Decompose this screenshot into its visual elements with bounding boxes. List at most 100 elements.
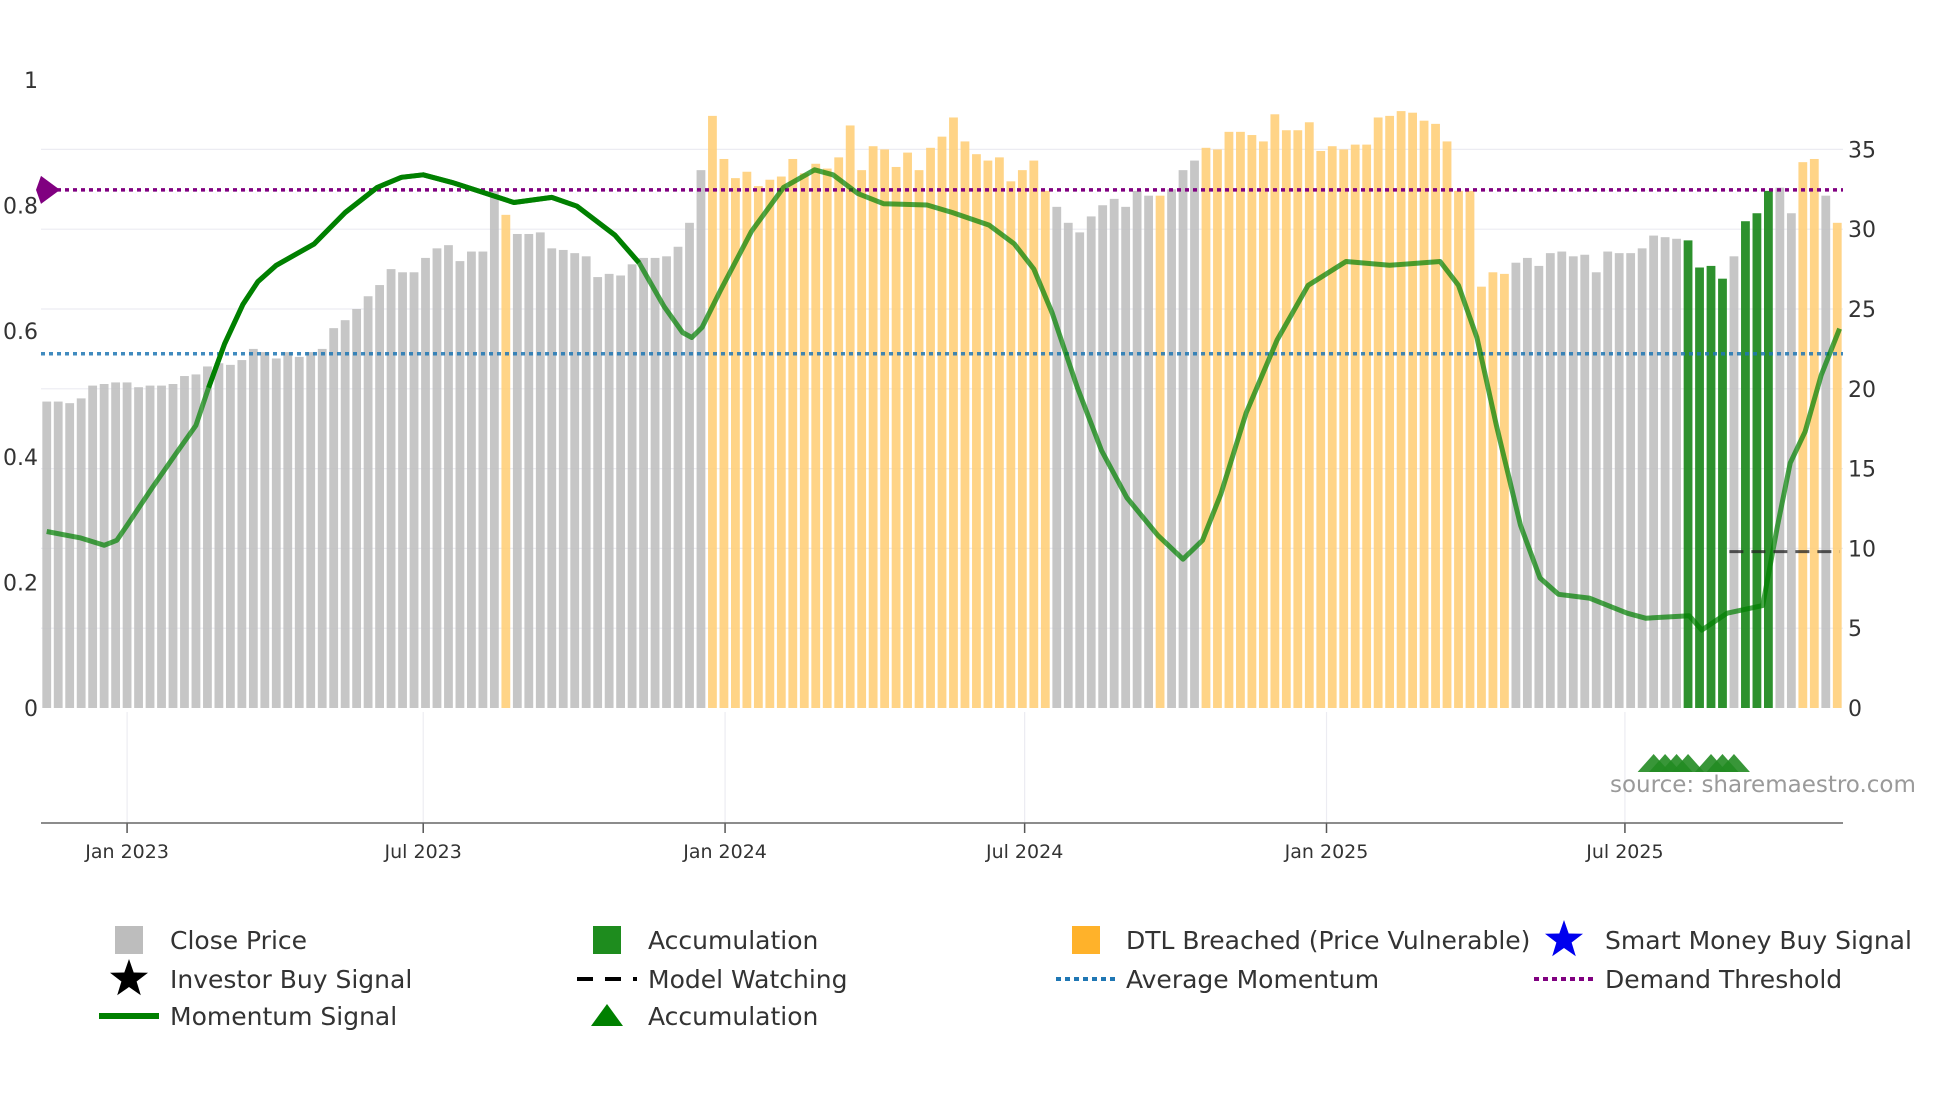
close-price-bar <box>180 376 189 708</box>
left-tick-label: 1 <box>24 69 38 94</box>
close-price-bar <box>168 384 178 708</box>
dtl-breached-bar <box>1431 123 1440 708</box>
close-price-bar <box>283 352 293 708</box>
legend-item-black-star: Investor Buy Signal <box>110 959 412 996</box>
x-tick-label: Jul 2023 <box>384 841 462 863</box>
close-price-bar <box>1178 170 1188 708</box>
accumulation-bar <box>1706 265 1716 708</box>
close-price-bar <box>535 232 545 708</box>
dtl-breached-bar <box>983 160 993 708</box>
close-price-bar <box>1121 206 1131 708</box>
x-tick-label: Jan 2023 <box>84 841 169 863</box>
right-tick-label: 5 <box>1848 617 1862 642</box>
legend-item-blue-dots: Average Momentum <box>1056 965 1379 994</box>
dtl-breached-bar <box>788 158 798 708</box>
accumulation-bar <box>1683 240 1693 708</box>
close-price-bar <box>1603 251 1613 708</box>
dtl-breached-bar <box>949 117 958 709</box>
close-price-bar <box>570 253 580 708</box>
close-price-bars <box>42 111 1842 709</box>
signal-lines <box>36 167 1843 633</box>
right-tick-label: 10 <box>1848 537 1876 562</box>
dtl-breached-bar <box>926 147 935 708</box>
dtl-breached-bar <box>822 168 832 708</box>
close-price-bar <box>1557 251 1567 708</box>
close-price-bar <box>214 363 224 708</box>
legend-label: Smart Money Buy Signal <box>1605 926 1912 955</box>
close-price-bar <box>157 385 166 708</box>
dtl-breached-bar <box>1373 117 1383 709</box>
dtl-breached-bar <box>1465 190 1475 708</box>
close-price-bar <box>1568 256 1578 708</box>
x-tick-label: Jul 2025 <box>1585 841 1663 863</box>
dtl-breached-bar <box>1293 130 1303 709</box>
dtl-breached-bar <box>960 141 970 709</box>
dtl-breached-bar <box>1258 141 1268 709</box>
dtl-breached-bar <box>765 179 775 708</box>
legend-item-black-dash: Model Watching <box>577 965 848 994</box>
close-price-bar <box>271 358 281 708</box>
close-price-bar <box>317 348 327 708</box>
lower-panel <box>41 712 1843 833</box>
close-price-bar <box>1063 222 1073 709</box>
dtl-breached-bar <box>1006 181 1016 708</box>
legend-label: Accumulation <box>648 926 818 955</box>
dtl-breached-bar <box>1213 149 1222 708</box>
black-star-icon <box>110 959 148 996</box>
legend-item-blue-star: Smart Money Buy Signal <box>1545 920 1912 957</box>
accumulation-triangle <box>1717 754 1750 772</box>
close-price-bar <box>581 256 591 708</box>
left-tick-label: 0.4 <box>3 446 38 471</box>
close-price-bar <box>1522 257 1532 708</box>
close-price-bar <box>294 356 304 708</box>
left-tick-label: 0.2 <box>3 571 38 596</box>
close-price-bar <box>260 352 270 708</box>
close-price-bar <box>1821 195 1831 708</box>
dtl-breached-bar <box>1477 286 1486 708</box>
close-price-bar <box>1591 272 1601 708</box>
close-price-bar <box>627 264 637 708</box>
axis-ticks: 0 5 10 15 20 25 30 35 0 0.2 0.4 0.6 0.8 1 Jan 2023 Jul … <box>3 69 1876 863</box>
close-price-bar <box>489 190 499 708</box>
right-tick-label: 20 <box>1848 378 1876 403</box>
close-price-bar <box>1775 187 1785 709</box>
close-price-bar <box>650 257 660 708</box>
accumulation-bar <box>1741 221 1750 708</box>
dtl-breached-bar <box>1454 190 1463 708</box>
close-price-bar <box>1729 256 1739 708</box>
legend-label: Close Price <box>170 926 307 955</box>
dtl-breached-bar <box>1155 195 1165 708</box>
x-tick-label: Jul 2024 <box>985 841 1063 863</box>
accumulation-bar <box>1718 278 1727 708</box>
close-price-bar <box>203 366 212 708</box>
close-price-bar <box>639 257 648 708</box>
close-price-bar <box>1109 198 1119 708</box>
left-tick-label: 0.8 <box>3 195 38 220</box>
close-price-bar <box>478 251 488 708</box>
dtl-breached-bar <box>799 173 809 709</box>
dtl-breached-bar <box>857 170 867 708</box>
close-price-bar <box>673 246 683 709</box>
dtl-breached-bar <box>1832 222 1842 709</box>
close-price-bar <box>340 320 350 708</box>
legend-label: Accumulation <box>648 1002 818 1031</box>
close-price-bar <box>375 285 384 708</box>
close-price-bar <box>248 348 258 708</box>
close-price-bar <box>76 398 86 708</box>
close-price-bar <box>329 328 339 708</box>
close-price-bar <box>547 248 557 709</box>
close-price-bar <box>53 401 63 708</box>
dtl-breached-bar <box>903 152 912 709</box>
close-price-bar <box>685 222 694 709</box>
accumulation-bar <box>1763 190 1773 708</box>
legend-item-green-triangle: Accumulation <box>591 1002 818 1031</box>
close-price-bar <box>1534 265 1544 708</box>
close-price-bar <box>65 403 75 708</box>
gray-square-icon <box>115 926 143 954</box>
dtl-breached-bar <box>1201 147 1211 708</box>
close-price-bar <box>1545 253 1555 708</box>
close-price-bar <box>1075 232 1085 708</box>
dtl-breached-bar <box>834 157 844 708</box>
close-price-bar <box>512 233 522 708</box>
